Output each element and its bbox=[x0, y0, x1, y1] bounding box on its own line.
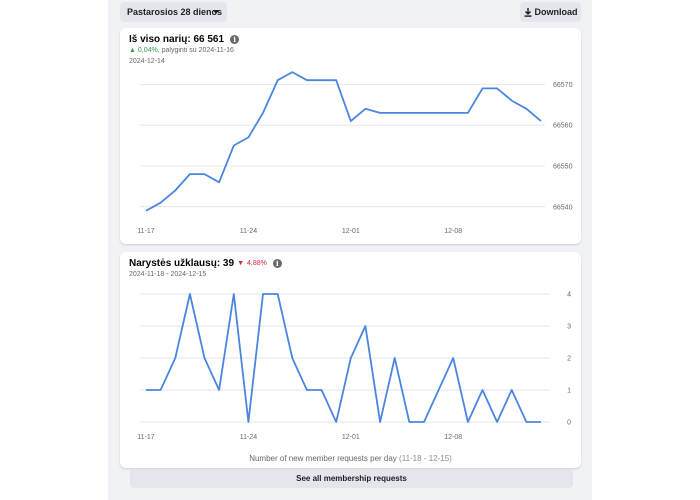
requests-date-range: 2024-11-18 - 2024-12-15 bbox=[129, 271, 207, 278]
see-all-requests-button[interactable]: See all membership requests bbox=[130, 469, 573, 488]
date-range-dropdown[interactable]: Pastarosios 28 dienos bbox=[120, 2, 227, 22]
members-delta-text: , palyginti su 2024-11-16 bbox=[157, 47, 234, 54]
total-members-title: Iš viso narių: 66 561 i bbox=[129, 34, 240, 45]
x-tick-label: 12-08 bbox=[444, 228, 462, 235]
see-all-requests-label: See all membership requests bbox=[296, 474, 407, 483]
total-members-chart: 66540 66550 66560 66570 11-17 11-24 12-01 12-08 bbox=[137, 71, 573, 235]
y-tick-label: 66570 bbox=[553, 82, 573, 89]
y-tick-label: 3 bbox=[567, 324, 571, 331]
down-arrow-icon: ▼ bbox=[237, 260, 244, 267]
y-tick-label: 0 bbox=[567, 420, 571, 427]
chevron-down-icon bbox=[213, 10, 219, 14]
membership-requests-card: Narystės užklausų: 39 ▼ 4,88% i 2024-11-… bbox=[120, 252, 581, 468]
x-tick-label: 12-08 bbox=[444, 434, 462, 441]
series-line bbox=[146, 293, 541, 423]
series-line bbox=[145, 71, 542, 212]
y-tick-label: 66540 bbox=[553, 204, 573, 211]
membership-requests-title: Narystės užklausų: 39 ▼ 4,88% i bbox=[129, 258, 282, 269]
members-delta-pct: 0,04% bbox=[137, 47, 158, 54]
total-members-title-text: Iš viso narių: 66 561 bbox=[129, 34, 225, 45]
x-tick-label: 12-01 bbox=[342, 434, 360, 441]
caption-text: Number of new member requests per day bbox=[249, 454, 397, 463]
y-tick-label: 66560 bbox=[553, 123, 573, 130]
x-tick-label: 11-24 bbox=[240, 228, 257, 235]
y-tick-label: 2 bbox=[567, 356, 571, 363]
x-tick-label: 12-01 bbox=[342, 228, 360, 235]
total-members-card: Iš viso narių: 66 561 i ▲ 0,04%, palygin… bbox=[120, 28, 581, 244]
info-icon[interactable]: i bbox=[272, 259, 282, 268]
download-icon bbox=[524, 7, 531, 17]
y-tick-label: 1 bbox=[567, 388, 571, 395]
info-icon[interactable]: i bbox=[230, 35, 240, 44]
chart-caption: Number of new member requests per day (1… bbox=[120, 454, 581, 463]
members-delta: ▲ 0,04%, palyginti su 2024-11-16 bbox=[129, 47, 234, 54]
y-tick-label: 66550 bbox=[553, 163, 573, 170]
date-range-label: Pastarosios 28 dienos bbox=[127, 7, 223, 17]
download-button[interactable]: Download bbox=[520, 2, 581, 22]
up-arrow-icon: ▲ bbox=[129, 47, 136, 54]
requests-delta-pct: 4,88% bbox=[247, 260, 267, 267]
caption-range: (11-18 - 12-15) bbox=[399, 454, 452, 463]
members-date: 2024-12-14 bbox=[129, 58, 165, 65]
x-tick-label: 11-17 bbox=[137, 228, 154, 235]
download-label: Download bbox=[534, 7, 578, 17]
x-tick-label: 11-17 bbox=[137, 434, 154, 441]
x-tick-label: 11-24 bbox=[240, 434, 257, 441]
y-tick-label: 4 bbox=[567, 292, 571, 299]
membership-requests-chart: 0 1 2 3 4 11-17 11-24 12-01 12-08 bbox=[137, 292, 571, 442]
toolbar: Pastarosios 28 dienos Download bbox=[120, 2, 581, 22]
membership-requests-title-text: Narystės užklausų: 39 bbox=[129, 258, 235, 269]
